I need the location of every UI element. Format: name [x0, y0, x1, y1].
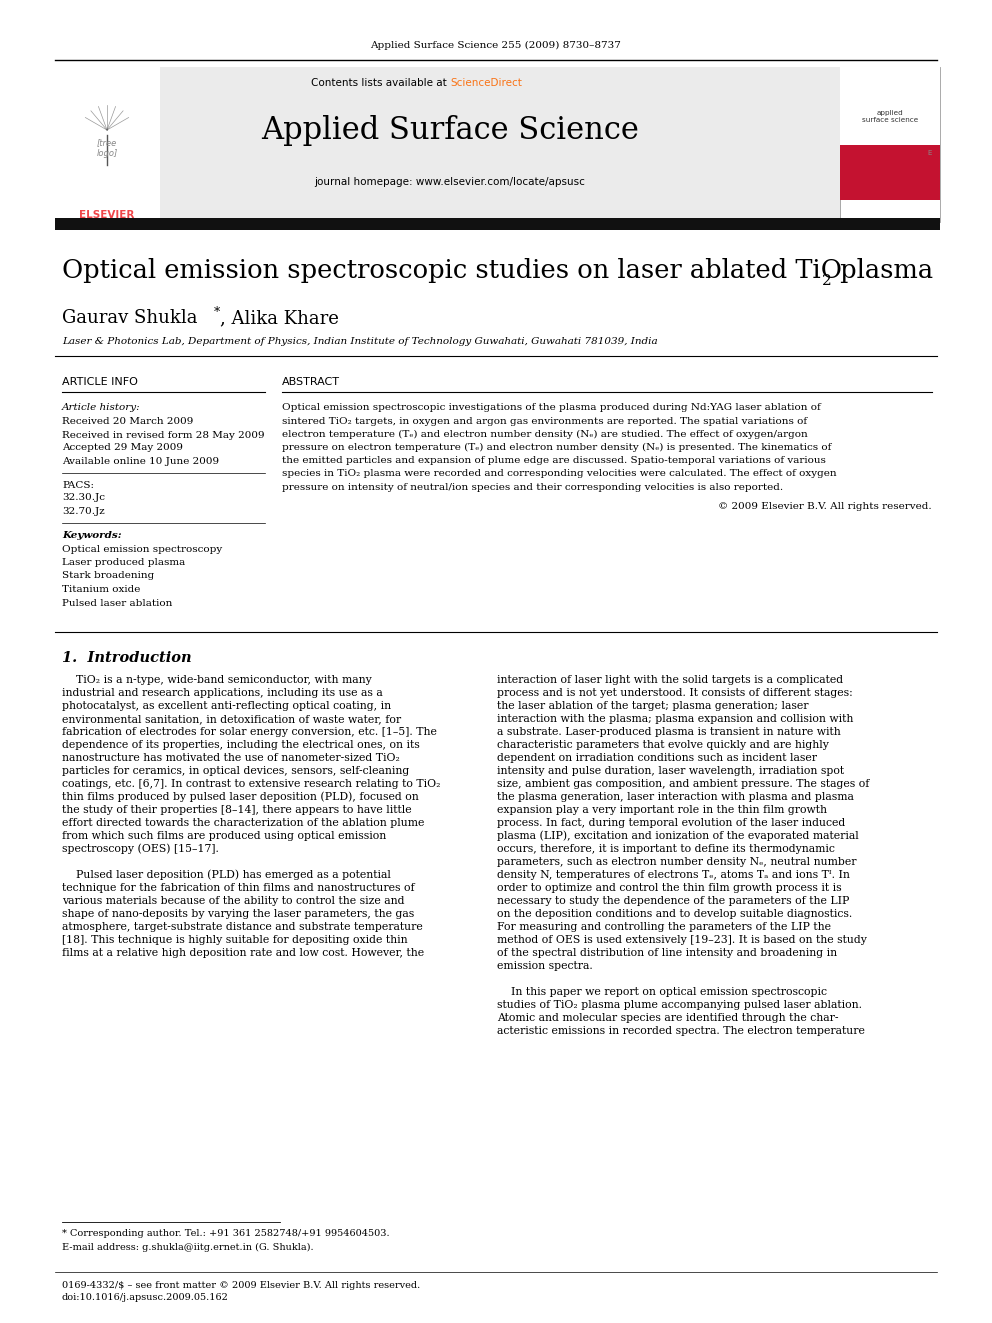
Text: emission spectra.: emission spectra.	[497, 960, 593, 971]
Text: *: *	[214, 306, 220, 319]
Text: Pulsed laser ablation: Pulsed laser ablation	[62, 598, 173, 607]
Text: the study of their properties [8–14], there appears to have little: the study of their properties [8–14], th…	[62, 804, 412, 815]
Bar	[55, 67, 160, 222]
Text: Received in revised form 28 May 2009: Received in revised form 28 May 2009	[62, 430, 265, 439]
Text: ARTICLE INFO: ARTICLE INFO	[62, 377, 138, 388]
Text: fabrication of electrodes for solar energy conversion, etc. [1–5]. The: fabrication of electrodes for solar ener…	[62, 728, 436, 737]
Text: expansion play a very important role in the thin film growth: expansion play a very important role in …	[497, 804, 827, 815]
Text: doi:10.1016/j.apsusc.2009.05.162: doi:10.1016/j.apsusc.2009.05.162	[62, 1294, 229, 1303]
Bar	[55, 218, 940, 230]
Text: Optical emission spectroscopic investigations of the plasma produced during Nd:Y: Optical emission spectroscopic investiga…	[282, 404, 820, 413]
Text: a substrate. Laser-produced plasma is transient in nature with: a substrate. Laser-produced plasma is tr…	[497, 728, 841, 737]
Text: TiO₂ is a n-type, wide-band semiconductor, with many: TiO₂ is a n-type, wide-band semiconducto…	[62, 675, 372, 685]
Text: ABSTRACT: ABSTRACT	[282, 377, 340, 388]
Text: studies of TiO₂ plasma plume accompanying pulsed laser ablation.: studies of TiO₂ plasma plume accompanyin…	[497, 1000, 862, 1009]
Text: [18]. This technique is highly suitable for depositing oxide thin: [18]. This technique is highly suitable …	[62, 935, 408, 945]
Text: photocatalyst, as excellent anti-reflecting optical coating, in: photocatalyst, as excellent anti-reflect…	[62, 701, 391, 710]
Text: 2: 2	[822, 274, 831, 288]
Text: characteristic parameters that evolve quickly and are highly: characteristic parameters that evolve qu…	[497, 740, 829, 750]
Text: parameters, such as electron number density Nₑ, neutral number: parameters, such as electron number dens…	[497, 857, 856, 867]
Text: on the deposition conditions and to develop suitable diagnostics.: on the deposition conditions and to deve…	[497, 909, 852, 919]
Text: © 2009 Elsevier B.V. All rights reserved.: © 2009 Elsevier B.V. All rights reserved…	[718, 501, 932, 511]
Text: plasma: plasma	[832, 258, 933, 283]
Text: films at a relative high deposition rate and low cost. However, the: films at a relative high deposition rate…	[62, 949, 425, 958]
Text: Laser & Photonics Lab, Department of Physics, Indian Institute of Technology Guw: Laser & Photonics Lab, Department of Phy…	[62, 337, 658, 347]
Text: Available online 10 June 2009: Available online 10 June 2009	[62, 456, 219, 466]
Text: Accepted 29 May 2009: Accepted 29 May 2009	[62, 443, 183, 452]
Text: Titanium oxide: Titanium oxide	[62, 585, 141, 594]
Text: journal homepage: www.elsevier.com/locate/apsusc: journal homepage: www.elsevier.com/locat…	[314, 177, 585, 187]
Text: atmosphere, target-substrate distance and substrate temperature: atmosphere, target-substrate distance an…	[62, 922, 423, 931]
Text: species in TiO₂ plasma were recorded and corresponding velocities were calculate: species in TiO₂ plasma were recorded and…	[282, 470, 836, 479]
Bar	[840, 135, 940, 200]
Text: effort directed towards the characterization of the ablation plume: effort directed towards the characteriza…	[62, 818, 425, 828]
Text: thin films produced by pulsed laser deposition (PLD), focused on: thin films produced by pulsed laser depo…	[62, 791, 419, 802]
Text: dependence of its properties, including the electrical ones, on its: dependence of its properties, including …	[62, 740, 420, 750]
Text: intensity and pulse duration, laser wavelength, irradiation spot: intensity and pulse duration, laser wave…	[497, 766, 844, 777]
Text: Gaurav Shukla: Gaurav Shukla	[62, 310, 197, 327]
Text: environmental sanitation, in detoxification of waste water, for: environmental sanitation, in detoxificat…	[62, 714, 401, 724]
Text: various materials because of the ability to control the size and: various materials because of the ability…	[62, 896, 405, 906]
Text: 0169-4332/$ – see front matter © 2009 Elsevier B.V. All rights reserved.: 0169-4332/$ – see front matter © 2009 El…	[62, 1281, 421, 1290]
Text: spectroscopy (OES) [15–17].: spectroscopy (OES) [15–17].	[62, 844, 219, 855]
Bar	[840, 67, 940, 222]
Text: Laser produced plasma: Laser produced plasma	[62, 558, 186, 568]
Text: sintered TiO₂ targets, in oxygen and argon gas environments are reported. The sp: sintered TiO₂ targets, in oxygen and arg…	[282, 417, 807, 426]
Text: Applied Surface Science: Applied Surface Science	[261, 115, 639, 146]
Text: order to optimize and control the thin film growth process it is: order to optimize and control the thin f…	[497, 882, 841, 893]
Text: Contents lists available at: Contents lists available at	[311, 78, 450, 89]
Text: Optical emission spectroscopic studies on laser ablated TiO: Optical emission spectroscopic studies o…	[62, 258, 842, 283]
Text: E: E	[928, 149, 932, 156]
Bar	[55, 67, 940, 222]
Text: nanostructure has motivated the use of nanometer-sized TiO₂: nanostructure has motivated the use of n…	[62, 753, 400, 763]
Text: PACS:: PACS:	[62, 480, 94, 490]
Text: particles for ceramics, in optical devices, sensors, self-cleaning: particles for ceramics, in optical devic…	[62, 766, 410, 777]
Text: from which such films are produced using optical emission: from which such films are produced using…	[62, 831, 386, 841]
Text: Article history:: Article history:	[62, 404, 141, 413]
Text: ELSEVIER: ELSEVIER	[79, 210, 135, 220]
Text: acteristic emissions in recorded spectra. The electron temperature: acteristic emissions in recorded spectra…	[497, 1027, 865, 1036]
Text: Keywords:: Keywords:	[62, 531, 122, 540]
Text: Pulsed laser deposition (PLD) has emerged as a potential: Pulsed laser deposition (PLD) has emerge…	[62, 869, 391, 880]
Text: shape of nano-deposits by varying the laser parameters, the gas: shape of nano-deposits by varying the la…	[62, 909, 415, 919]
Text: method of OES is used extensively [19–23]. It is based on the study: method of OES is used extensively [19–23…	[497, 935, 867, 945]
Text: * Corresponding author. Tel.: +91 361 2582748/+91 9954604503.: * Corresponding author. Tel.: +91 361 25…	[62, 1229, 390, 1238]
Text: electron temperature (Tₑ) and electron number density (Nₑ) are studied. The effe: electron temperature (Tₑ) and electron n…	[282, 430, 807, 439]
Text: interaction with the plasma; plasma expansion and collision with: interaction with the plasma; plasma expa…	[497, 714, 853, 724]
Text: dependent on irradiation conditions such as incident laser: dependent on irradiation conditions such…	[497, 753, 817, 763]
Text: the laser ablation of the target; plasma generation; laser: the laser ablation of the target; plasma…	[497, 701, 808, 710]
Text: occurs, therefore, it is important to define its thermodynamic: occurs, therefore, it is important to de…	[497, 844, 835, 855]
Text: necessary to study the dependence of the parameters of the LIP: necessary to study the dependence of the…	[497, 896, 849, 906]
Text: density N, temperatures of electrons Tₑ, atoms Tₐ and ions Tᴵ. In: density N, temperatures of electrons Tₑ,…	[497, 871, 850, 880]
Text: [tree
logo]: [tree logo]	[96, 139, 118, 157]
Text: process. In fact, during temporal evolution of the laser induced: process. In fact, during temporal evolut…	[497, 818, 845, 828]
Text: interaction of laser light with the solid targets is a complicated: interaction of laser light with the soli…	[497, 675, 843, 685]
Text: 32.30.Jc: 32.30.Jc	[62, 493, 105, 503]
Text: 32.70.Jz: 32.70.Jz	[62, 507, 105, 516]
Text: Stark broadening: Stark broadening	[62, 572, 154, 581]
Text: pressure on intensity of neutral/ion species and their corresponding velocities : pressure on intensity of neutral/ion spe…	[282, 483, 783, 492]
Text: the plasma generation, laser interaction with plasma and plasma: the plasma generation, laser interaction…	[497, 792, 854, 802]
Text: For measuring and controlling the parameters of the LIP the: For measuring and controlling the parame…	[497, 922, 831, 931]
Text: process and is not yet understood. It consists of different stages:: process and is not yet understood. It co…	[497, 688, 853, 699]
Bar	[840, 67, 940, 146]
Text: In this paper we report on optical emission spectroscopic: In this paper we report on optical emiss…	[497, 987, 827, 998]
Text: 1.  Introduction: 1. Introduction	[62, 651, 191, 665]
Text: coatings, etc. [6,7]. In contrast to extensive research relating to TiO₂: coatings, etc. [6,7]. In contrast to ext…	[62, 779, 440, 789]
Text: size, ambient gas composition, and ambient pressure. The stages of: size, ambient gas composition, and ambie…	[497, 779, 869, 789]
Text: , Alika Khare: , Alika Khare	[220, 310, 339, 327]
Text: plasma (LIP), excitation and ionization of the evaporated material: plasma (LIP), excitation and ionization …	[497, 831, 859, 841]
Text: technique for the fabrication of thin films and nanostructures of: technique for the fabrication of thin fi…	[62, 882, 415, 893]
Text: the emitted particles and expansion of plume edge are discussed. Spatio-temporal: the emitted particles and expansion of p…	[282, 456, 826, 466]
Text: Applied Surface Science 255 (2009) 8730–8737: Applied Surface Science 255 (2009) 8730–…	[371, 41, 621, 49]
Text: pressure on electron temperature (Tₑ) and electron number density (Nₑ) is presen: pressure on electron temperature (Tₑ) an…	[282, 443, 831, 452]
Text: ScienceDirect: ScienceDirect	[450, 78, 522, 89]
Text: Atomic and molecular species are identified through the char-: Atomic and molecular species are identif…	[497, 1013, 838, 1023]
Text: of the spectral distribution of line intensity and broadening in: of the spectral distribution of line int…	[497, 949, 837, 958]
Text: industrial and research applications, including its use as a: industrial and research applications, in…	[62, 688, 383, 699]
Text: Received 20 March 2009: Received 20 March 2009	[62, 418, 193, 426]
Text: Optical emission spectroscopy: Optical emission spectroscopy	[62, 545, 222, 553]
Text: E-mail address: g.shukla@iitg.ernet.in (G. Shukla).: E-mail address: g.shukla@iitg.ernet.in (…	[62, 1242, 313, 1252]
Text: applied
surface science: applied surface science	[862, 111, 919, 123]
